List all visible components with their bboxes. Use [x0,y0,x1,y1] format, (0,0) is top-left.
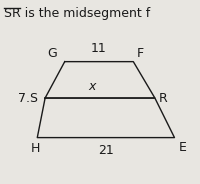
Text: R: R [159,91,168,105]
Text: F: F [137,47,144,60]
Text: H: H [31,142,40,155]
Text: 11: 11 [91,42,107,55]
Text: 7.: 7. [18,91,30,105]
Text: S: S [29,91,37,105]
Text: G: G [47,47,57,60]
Text: 21: 21 [98,144,114,157]
Text: x: x [88,80,96,93]
Text: E: E [178,141,186,154]
Text: SR is the midsegment f: SR is the midsegment f [4,7,150,20]
